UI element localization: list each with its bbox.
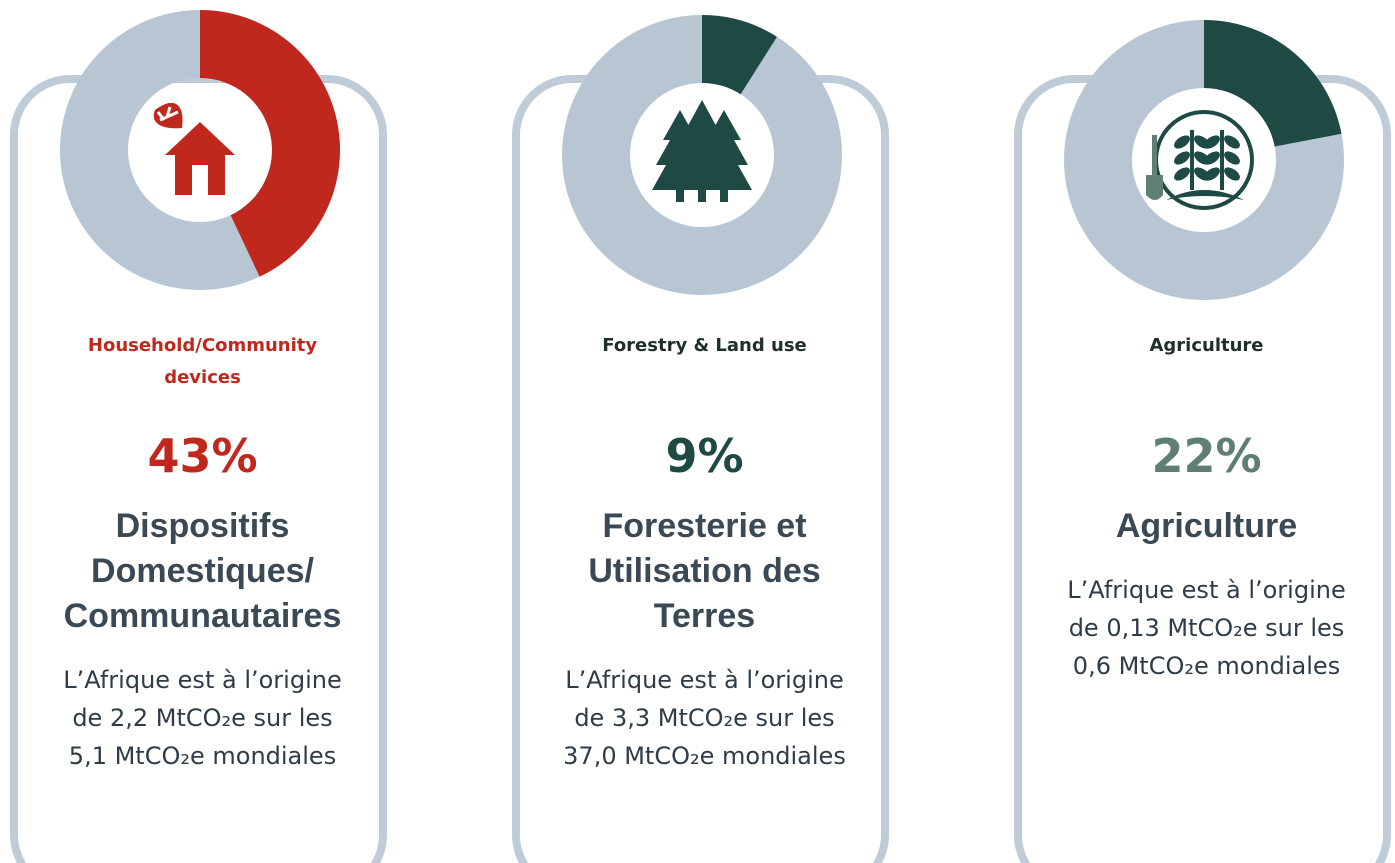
donut-segment <box>702 15 778 95</box>
percentage: 43% <box>147 429 258 483</box>
category-label: Agriculture <box>1149 335 1264 356</box>
category-label: Household/Community devices <box>87 335 318 388</box>
description: L’Afrique est à l’origine de 2,2 MtCO₂e … <box>63 666 342 770</box>
description: L’Afrique est à l’origine de 0,13 MtCO₂e… <box>1067 576 1346 680</box>
donut-segment <box>200 10 340 277</box>
heading: Foresterie et Utilisation des Terres <box>588 507 821 635</box>
description: L’Afrique est à l’origine de 3,3 MtCO₂e … <box>563 666 846 770</box>
donut-segment <box>1204 20 1342 147</box>
icon <box>652 100 752 202</box>
card-text: Forestry & Land use 9% Foresterie et Utili… <box>512 330 897 775</box>
card <box>10 75 387 863</box>
donut-layer <box>60 10 1344 300</box>
heading: Dispositifs Domestiques/ Communautaires <box>63 507 342 635</box>
icon <box>152 101 237 197</box>
card-text: Household/Community devices 43% Dispositif… <box>10 330 395 775</box>
percentage: 9% <box>665 429 744 483</box>
icon <box>1144 110 1254 210</box>
heading: Agriculture <box>1115 507 1298 545</box>
card-text: Agriculture 22% Agriculture L’Afrique est à… <box>1014 330 1395 685</box>
percentage: 22% <box>1151 429 1262 483</box>
category-label: Forestry & Land use <box>602 335 807 356</box>
